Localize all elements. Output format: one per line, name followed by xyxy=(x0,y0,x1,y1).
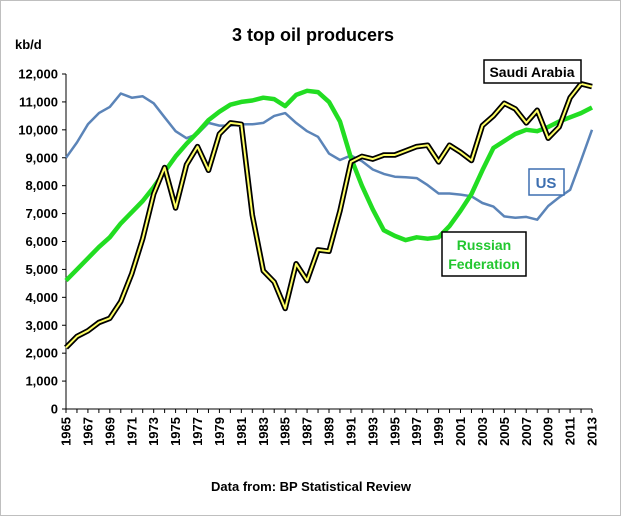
x-tick-label: 1991 xyxy=(343,417,358,446)
series-line-us xyxy=(64,92,594,221)
series-layer xyxy=(64,81,594,350)
x-tick-label: 1979 xyxy=(212,417,227,446)
annotation-label-us: US xyxy=(536,175,557,192)
x-tick-label: 1967 xyxy=(80,417,95,446)
x-tick-label: 2007 xyxy=(519,417,534,446)
y-tick-label: 0 xyxy=(51,402,58,417)
y-tick-label: 3,000 xyxy=(25,318,58,333)
y-axis: 0 1,000 2,000 3,000 4,000 5,000 6,000 7,000 8,00… xyxy=(18,67,66,417)
series-line-saudi-arabia-outline xyxy=(64,81,593,350)
y-tick-label: 8,000 xyxy=(25,178,58,193)
annotation-box-us xyxy=(528,168,565,196)
x-axis: 1965 1967 1969 1971 1973 1975 1977 1979 1981 1983… xyxy=(59,409,600,446)
y-tick-label: 5,000 xyxy=(25,262,58,277)
chart-title: 3 top oil producers xyxy=(232,25,394,45)
x-tick-label: 2003 xyxy=(475,417,490,446)
y-tick-label: 4,000 xyxy=(25,290,58,305)
y-tick-label: 11,000 xyxy=(19,94,58,109)
series-line-saudi-arabia xyxy=(65,82,593,349)
y-tick-label: 6,000 xyxy=(25,234,58,249)
axes-lines xyxy=(65,74,592,410)
y-axis-label: kb/d xyxy=(15,37,42,52)
source-note: Data from: BP Statistical Review xyxy=(211,479,412,494)
x-tick-label: 2009 xyxy=(541,417,556,446)
x-tick-label: 2013 xyxy=(585,417,600,446)
annotation-box-saudi-arabia xyxy=(483,59,582,84)
x-tick-label: 1995 xyxy=(387,417,402,446)
x-tick-label: 1975 xyxy=(168,417,183,446)
x-tick-label: 1981 xyxy=(234,417,249,446)
annotation-box-russian-federation xyxy=(441,231,527,277)
x-tick-label: 2001 xyxy=(453,417,468,446)
y-tick-label: 2,000 xyxy=(25,346,58,361)
annotation-saudi-arabia: Saudi Arabia xyxy=(483,59,582,84)
y-tick-label: 10,000 xyxy=(18,122,58,137)
y-tick-label: 9,000 xyxy=(25,150,58,165)
annotation-us: US xyxy=(528,168,565,196)
x-tick-label: 1971 xyxy=(124,417,139,446)
x-tick-label: 1999 xyxy=(431,417,446,446)
x-tick-label: 2011 xyxy=(563,417,578,445)
annotation-label-saudi-arabia: Saudi Arabia xyxy=(489,64,574,80)
x-tick-label: 1983 xyxy=(256,417,271,446)
x-tick-label: 1985 xyxy=(278,417,293,446)
y-tick-label: 12,000 xyxy=(18,67,58,82)
x-tick-label: 1989 xyxy=(322,417,337,446)
x-tick-label: 1969 xyxy=(102,417,117,446)
y-tick-label: 7,000 xyxy=(25,206,58,221)
x-tick-label: 2005 xyxy=(497,417,512,446)
x-tick-label: 1977 xyxy=(190,417,205,446)
x-tick-label: 1965 xyxy=(59,417,74,446)
x-tick-label: 1987 xyxy=(300,417,315,446)
annotation-label-russian-line1: Russian xyxy=(457,237,511,253)
x-tick-label: 1993 xyxy=(365,417,380,446)
annotation-label-russian-line2: Federation xyxy=(448,256,520,272)
x-tick-label: 1973 xyxy=(146,417,161,446)
x-tick-label: 1997 xyxy=(409,417,424,446)
annotation-russian-federation: Russian Federation xyxy=(441,231,527,277)
y-tick-label: 1,000 xyxy=(25,374,58,389)
